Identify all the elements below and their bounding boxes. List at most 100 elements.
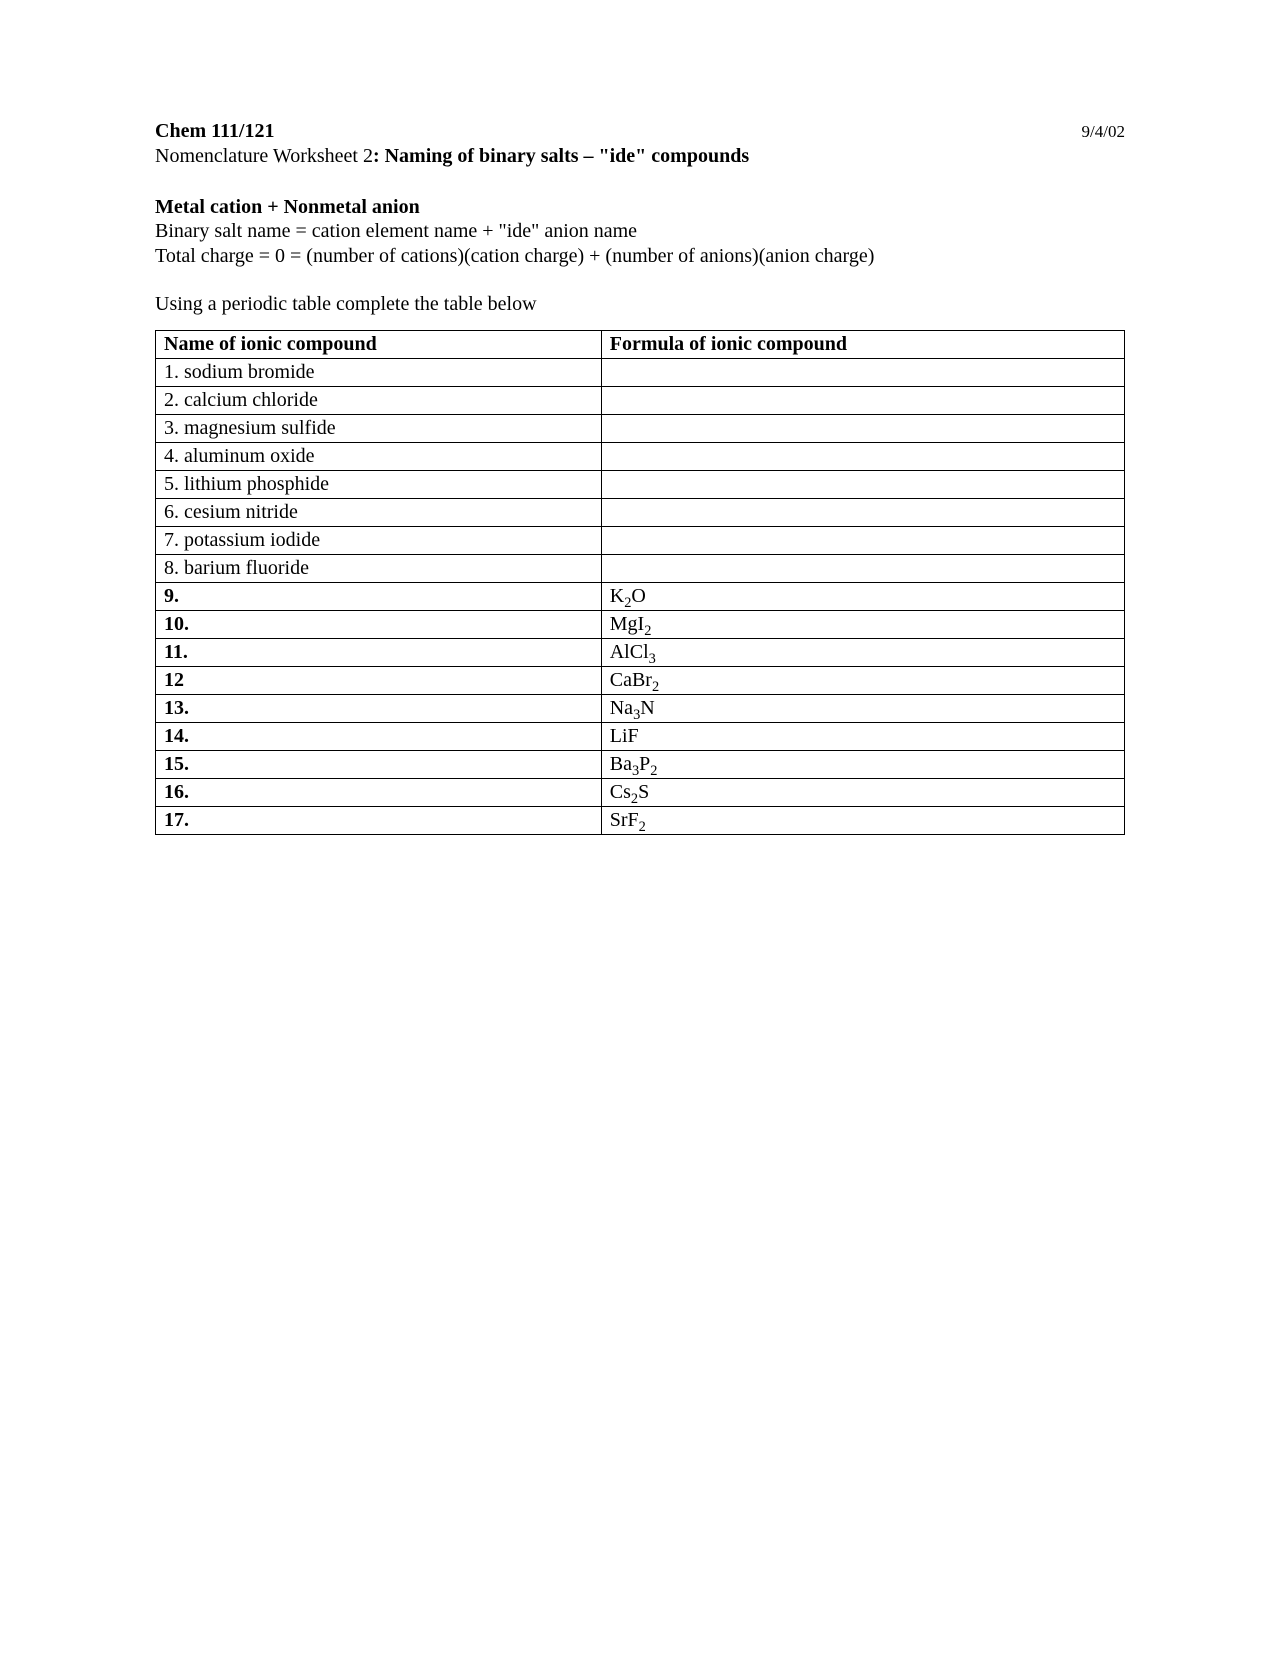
- subtitle-line: Nomenclature Worksheet 2: Naming of bina…: [155, 145, 1125, 168]
- row-number: 6.: [164, 501, 179, 523]
- cell-formula: [601, 471, 1124, 499]
- table-row: 5. lithium phosphide: [156, 471, 1125, 499]
- formula-text: SrF: [610, 809, 639, 831]
- worksheet-page: Chem 111/121 9/4/02 Nomenclature Workshe…: [0, 0, 1280, 835]
- formula-text: O: [631, 585, 645, 607]
- instruction-text: Using a periodic table complete the tabl…: [155, 293, 1125, 316]
- cell-formula: Na3N: [601, 695, 1124, 723]
- compound-name: lithium phosphide: [179, 473, 329, 495]
- compound-name: cesium nitride: [179, 501, 298, 523]
- table-row: 15. Ba3P2: [156, 751, 1125, 779]
- cell-name: 15.: [156, 751, 602, 779]
- row-number: 17.: [164, 809, 189, 831]
- cell-formula: [601, 499, 1124, 527]
- cell-formula: Cs2S: [601, 779, 1124, 807]
- row-number: 5.: [164, 473, 179, 495]
- row-number: 10.: [164, 613, 189, 635]
- subtitle-bold: : Naming of binary salts – "ide" compoun…: [373, 145, 749, 167]
- row-number: 15.: [164, 753, 189, 775]
- cell-formula: [601, 527, 1124, 555]
- cell-name: 16.: [156, 779, 602, 807]
- formula-subscript: 2: [644, 623, 651, 639]
- cell-name: 10.: [156, 611, 602, 639]
- table-row: 13. Na3N: [156, 695, 1125, 723]
- compound-name: magnesium sulfide: [179, 417, 336, 439]
- row-number: 9.: [164, 585, 179, 607]
- cell-formula: [601, 415, 1124, 443]
- cell-formula: SrF2: [601, 807, 1124, 835]
- rule-line-1: Binary salt name = cation element name +…: [155, 219, 1125, 244]
- cell-name: 5. lithium phosphide: [156, 471, 602, 499]
- row-number: 14.: [164, 725, 189, 747]
- cell-formula: K2O: [601, 583, 1124, 611]
- table-row: 8. barium fluoride: [156, 555, 1125, 583]
- compound-table: Name of ionic compound Formula of ionic …: [155, 330, 1125, 835]
- cell-formula: AlCl3: [601, 639, 1124, 667]
- cell-name: 9.: [156, 583, 602, 611]
- formula-subscript: 2: [631, 791, 638, 807]
- cell-name: 4. aluminum oxide: [156, 443, 602, 471]
- section-heading: Metal cation + Nonmetal anion: [155, 196, 1125, 219]
- compound-name: calcium chloride: [179, 389, 318, 411]
- table-row: 17. SrF2: [156, 807, 1125, 835]
- cell-name: 11.: [156, 639, 602, 667]
- formula-text: N: [640, 697, 654, 719]
- course-code: Chem 111/121: [155, 120, 274, 143]
- cell-formula: Ba3P2: [601, 751, 1124, 779]
- table-row: 11. AlCl3: [156, 639, 1125, 667]
- formula-text: P: [639, 753, 650, 775]
- row-number: 1.: [164, 361, 179, 383]
- table-row: 1. sodium bromide: [156, 359, 1125, 387]
- formula-subscript: 2: [639, 819, 646, 835]
- document-date: 9/4/02: [1082, 122, 1125, 142]
- cell-name: 2. calcium chloride: [156, 387, 602, 415]
- cell-name: 14.: [156, 723, 602, 751]
- table-header-row: Name of ionic compound Formula of ionic …: [156, 331, 1125, 359]
- formula-subscript: 2: [650, 763, 657, 779]
- rule-line-2: Total charge = 0 = (number of cations)(c…: [155, 244, 1125, 269]
- table-row: 6. cesium nitride: [156, 499, 1125, 527]
- table-row: 7. potassium iodide: [156, 527, 1125, 555]
- cell-name: 3. magnesium sulfide: [156, 415, 602, 443]
- formula-text: AlCl: [610, 641, 649, 663]
- row-number: 13.: [164, 697, 189, 719]
- table-row: 16. Cs2S: [156, 779, 1125, 807]
- formula-text: Cs: [610, 781, 631, 803]
- row-number: 11.: [164, 641, 188, 663]
- cell-name: 7. potassium iodide: [156, 527, 602, 555]
- compound-name: barium fluoride: [179, 557, 309, 579]
- cell-name: 17.: [156, 807, 602, 835]
- table-row: 10. MgI2: [156, 611, 1125, 639]
- row-number: 16.: [164, 781, 189, 803]
- cell-name: 12: [156, 667, 602, 695]
- table-row: 2. calcium chloride: [156, 387, 1125, 415]
- cell-name: 13.: [156, 695, 602, 723]
- cell-name: 1. sodium bromide: [156, 359, 602, 387]
- row-number: 7.: [164, 529, 179, 551]
- cell-name: 6. cesium nitride: [156, 499, 602, 527]
- cell-formula: CaBr2: [601, 667, 1124, 695]
- compound-name: aluminum oxide: [179, 445, 315, 467]
- row-number: 4.: [164, 445, 179, 467]
- row-number: 8.: [164, 557, 179, 579]
- formula-text: LiF: [610, 725, 639, 747]
- cell-formula: LiF: [601, 723, 1124, 751]
- compound-name: potassium iodide: [179, 529, 320, 551]
- cell-formula: [601, 443, 1124, 471]
- subtitle-prefix: Nomenclature Worksheet 2: [155, 145, 373, 167]
- col-header-formula: Formula of ionic compound: [601, 331, 1124, 359]
- cell-formula: MgI2: [601, 611, 1124, 639]
- table-row: 14. LiF: [156, 723, 1125, 751]
- formula-subscript: 2: [652, 679, 659, 695]
- formula-subscript: 3: [649, 651, 656, 667]
- row-number: 2.: [164, 389, 179, 411]
- formula-text: CaBr: [610, 669, 652, 691]
- table-row: 9. K2O: [156, 583, 1125, 611]
- col-header-name: Name of ionic compound: [156, 331, 602, 359]
- formula-text: Ba: [610, 753, 632, 775]
- cell-formula: [601, 387, 1124, 415]
- compound-name: sodium bromide: [179, 361, 315, 383]
- table-row: 4. aluminum oxide: [156, 443, 1125, 471]
- cell-formula: [601, 555, 1124, 583]
- header-row: Chem 111/121 9/4/02: [155, 120, 1125, 143]
